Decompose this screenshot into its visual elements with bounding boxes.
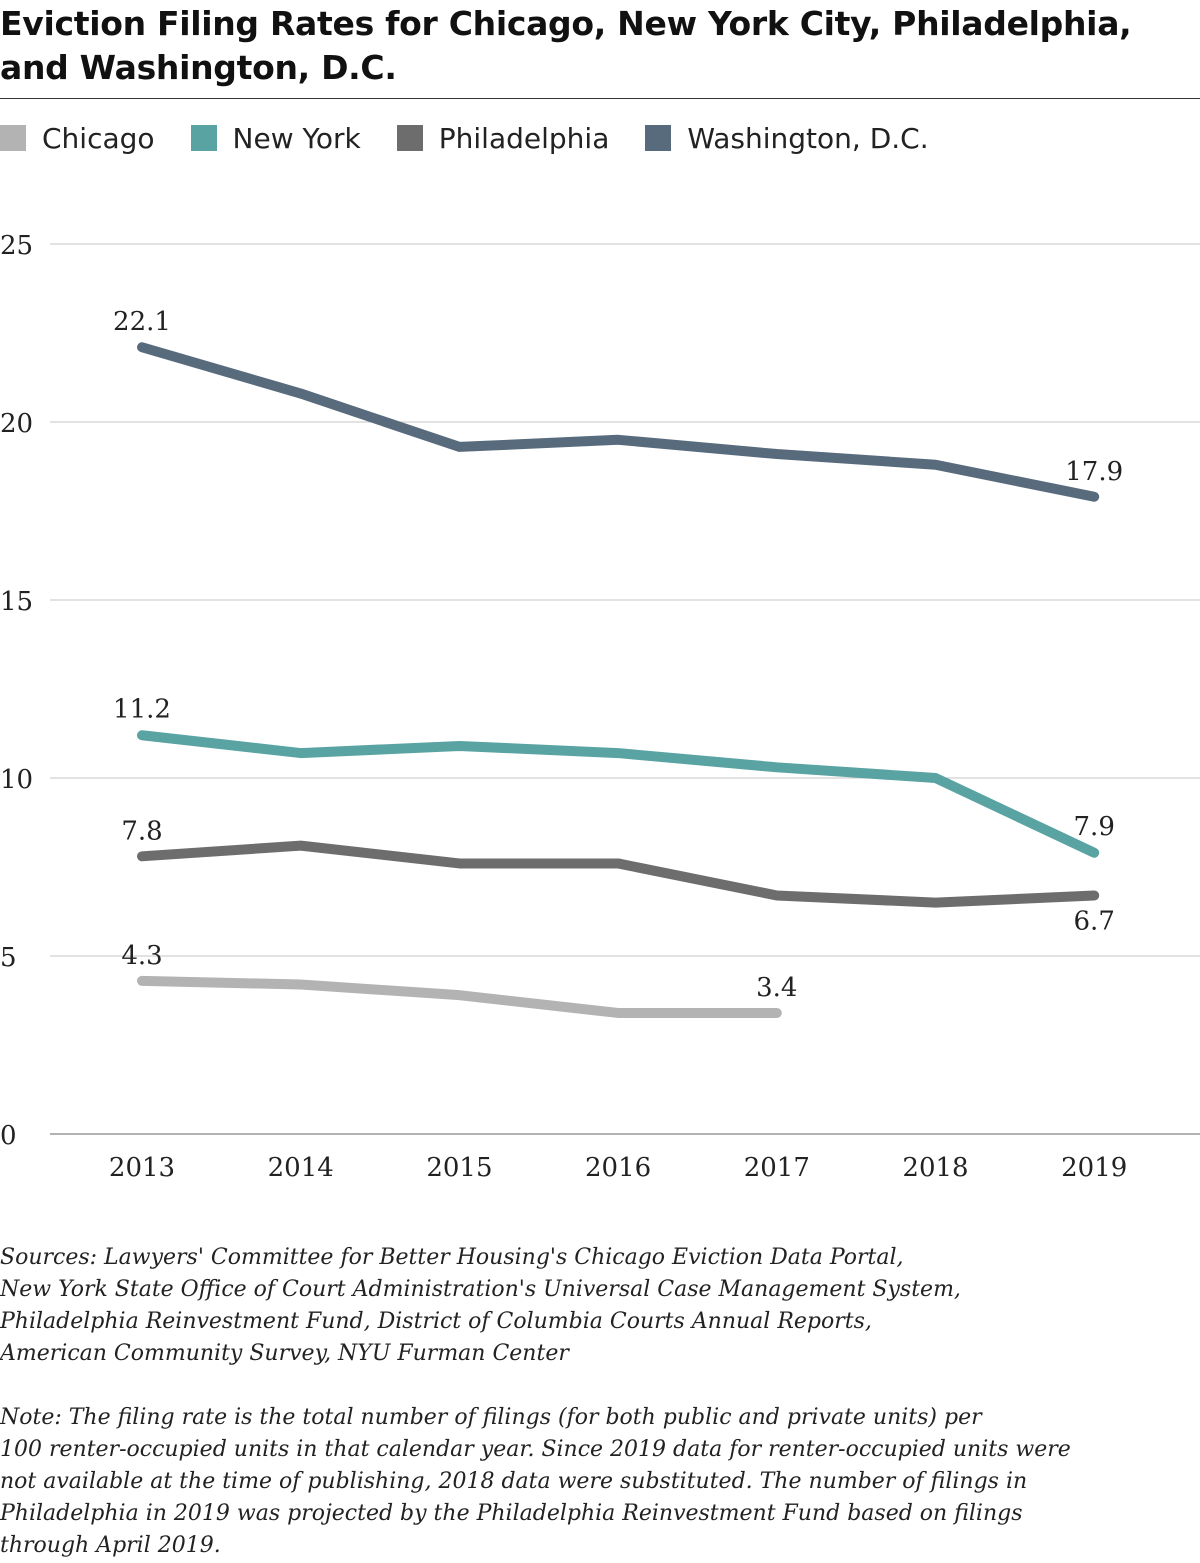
data-label: 7.8	[121, 816, 162, 846]
x-tick-label: 2014	[268, 1153, 334, 1183]
footnotes: Sources: Lawyers' Committee for Better H…	[0, 1242, 1200, 1562]
legend-label-chicago: Chicago	[42, 121, 155, 155]
label-layer: 22.1 17.9 11.2 7.9 7.8 6.7 4.3 3.4	[113, 307, 1123, 1003]
y-tick-label: 10	[0, 765, 33, 795]
sources-line: New York State Office of Court Administr…	[0, 1277, 961, 1302]
series-layer	[137, 342, 1100, 1018]
data-label: 22.1	[113, 307, 171, 337]
sources-text: Sources: Lawyers' Committee for Better H…	[0, 1242, 1200, 1370]
note-line: through April 2019.	[0, 1533, 221, 1558]
data-label: 4.3	[121, 941, 162, 971]
x-tick-label: 2016	[585, 1153, 651, 1183]
sources-line: American Community Survey, NYU Furman Ce…	[0, 1341, 569, 1366]
legend-label-washington: Washington, D.C.	[687, 121, 929, 155]
x-tick-label: 2017	[744, 1153, 810, 1183]
sources-line: Sources: Lawyers' Committee for Better H…	[0, 1245, 904, 1270]
y-tick-label: 25	[0, 231, 33, 261]
sources-line: Philadelphia Reinvestment Fund, District…	[0, 1309, 872, 1334]
note-line: not available at the time of publishing,…	[0, 1469, 1028, 1494]
legend-item-new-york: New York	[190, 121, 361, 155]
legend: Chicago New York Philadelphia Washington…	[0, 116, 965, 160]
data-label: 7.9	[1074, 812, 1115, 842]
legend-label-philadelphia: Philadelphia	[438, 121, 610, 155]
x-tick-label: 2018	[902, 1153, 968, 1183]
data-label: 3.4	[756, 973, 797, 1003]
series-line-chicago	[137, 975, 782, 1018]
chart-title-line: and Washington, D.C.	[0, 48, 397, 87]
x-tick-label: 2019	[1061, 1153, 1127, 1183]
note-line: Philadelphia in 2019 was projected by th…	[0, 1501, 1023, 1526]
y-tick-label: 15	[0, 587, 33, 617]
title-divider	[0, 98, 1200, 99]
note-line: Note: The filing rate is the total numbe…	[0, 1405, 982, 1430]
grid-layer: 0 5 10 15 20 25 2013 2014 2015 2016 2017 2018 2019	[0, 231, 1200, 1183]
chart-title-line: Eviction Filing Rates for Chicago, New Y…	[0, 4, 1132, 43]
note-text: Note: The filing rate is the total numbe…	[0, 1402, 1200, 1562]
legend-swatch-new-york	[190, 125, 217, 151]
legend-item-chicago: Chicago	[0, 122, 155, 155]
legend-item-philadelphia: Philadelphia	[396, 121, 610, 155]
legend-item-washington: Washington, D.C.	[645, 121, 929, 155]
data-label: 17.9	[1065, 457, 1123, 487]
series-line-philadelphia	[137, 840, 1100, 908]
y-tick-label: 20	[0, 409, 33, 439]
y-tick-label: 0	[0, 1121, 17, 1151]
chart-title: Eviction Filing Rates for Chicago, New Y…	[0, 2, 1200, 90]
data-label: 11.2	[113, 694, 171, 724]
series-line-washington-d-c	[137, 342, 1100, 502]
legend-swatch-philadelphia	[396, 125, 423, 151]
legend-swatch-chicago	[0, 125, 26, 151]
series-line-new-york	[137, 730, 1100, 858]
line-chart: 0 5 10 15 20 25 2013 2014 2015 2016 2017 2018 2019 2…	[0, 231, 1200, 1183]
data-label: 6.7	[1074, 906, 1115, 936]
x-tick-label: 2013	[109, 1153, 175, 1183]
legend-swatch-washington	[645, 125, 672, 151]
y-tick-label: 5	[0, 943, 17, 973]
note-line: 100 renter-occupied units in that calend…	[0, 1437, 1071, 1462]
legend-label-new-york: New York	[232, 121, 361, 155]
x-tick-label: 2015	[426, 1153, 492, 1183]
